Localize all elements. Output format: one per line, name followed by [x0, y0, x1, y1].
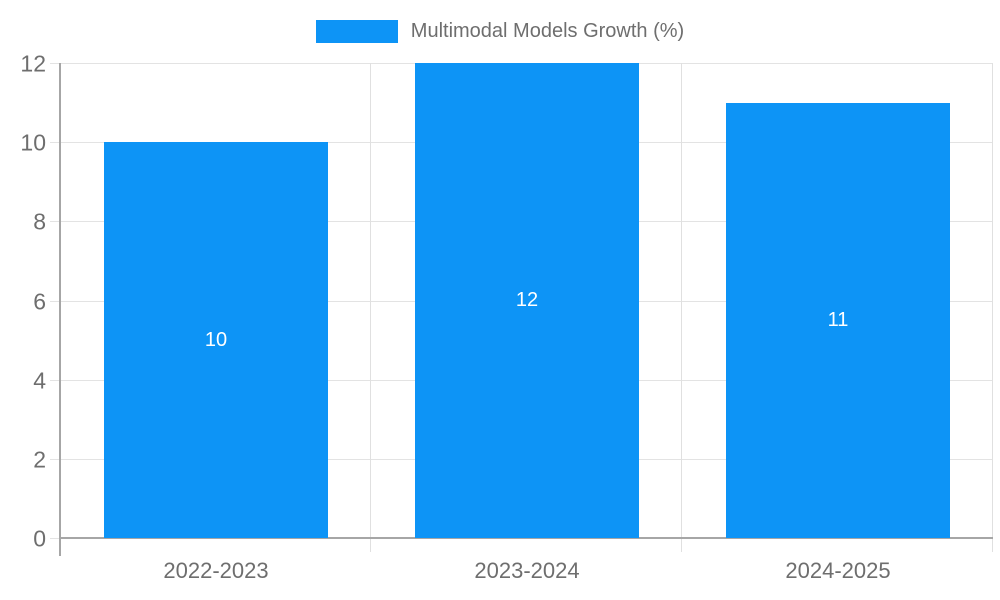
x-axis-tick-label: 2023-2024 [474, 558, 580, 583]
y-axis-tick-label: 6 [33, 288, 46, 315]
y-axis-tick-label: 2 [33, 446, 46, 473]
bar-value-label: 10 [204, 328, 228, 351]
bar-value-label: 12 [515, 289, 539, 311]
y-axis-tick-label: 8 [33, 208, 46, 235]
chart-legend: Multimodal Models Growth (%) [0, 14, 1000, 48]
y-axis-line [59, 63, 61, 556]
bar: 12 [415, 63, 639, 538]
x-gridline [681, 63, 682, 552]
bar-value-label: 11 [827, 309, 849, 331]
plot-right-border [992, 63, 993, 552]
bar: 10 [104, 142, 328, 538]
legend-swatch-icon [315, 19, 398, 43]
x-axis-line [59, 537, 993, 539]
x-axis-tick-label: 2022-2023 [163, 558, 269, 583]
y-axis-tick-label: 12 [20, 50, 46, 77]
y-axis-tick-label: 4 [33, 367, 46, 394]
x-gridline [370, 63, 371, 552]
legend-label: Multimodal Models Growth (%) [410, 19, 685, 42]
bar: 11 [726, 103, 950, 538]
y-axis-tick-label: 10 [20, 129, 46, 156]
y-tick [50, 538, 60, 539]
y-axis-tick-label: 0 [33, 525, 46, 552]
x-axis-tick-label: 2024-2025 [785, 558, 891, 583]
